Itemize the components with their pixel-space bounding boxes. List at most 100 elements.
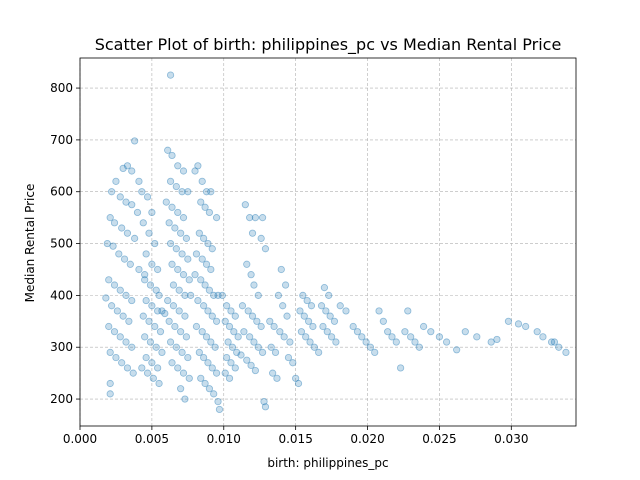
scatter-point [141, 333, 149, 341]
scatter-point [243, 356, 251, 364]
scatter-point [172, 343, 180, 351]
scatter-point [119, 312, 127, 320]
scatter-point [128, 343, 136, 351]
scatter-point [106, 379, 114, 388]
scatter-point [112, 353, 120, 362]
scatter-point [533, 328, 541, 336]
scatter-point [142, 353, 150, 362]
scatter-point [197, 198, 205, 206]
scatter-point [310, 343, 318, 351]
scatter-point [223, 302, 231, 310]
scatter-point [145, 229, 153, 237]
scatter-point [164, 296, 172, 305]
scatter-point [214, 398, 222, 406]
y-tick-label: 800 [50, 81, 73, 95]
scatter-point [269, 369, 277, 377]
scatter-point [420, 322, 428, 331]
scatter-point [143, 193, 152, 201]
scatter-point [550, 338, 559, 346]
scatter-point [178, 250, 186, 258]
scatter-point [109, 242, 117, 250]
scatter-point [205, 208, 213, 217]
scatter-point [129, 369, 137, 377]
scatter-point [171, 322, 179, 331]
grid [79, 58, 576, 426]
scatter-point [205, 385, 213, 393]
x-tick-label: 0.020 [350, 432, 384, 446]
scatter-point [258, 348, 267, 356]
x-tick-label: 0.015 [278, 432, 312, 446]
scatter-point [362, 338, 370, 346]
scatter-point [251, 214, 259, 222]
scatter-point [178, 348, 186, 356]
scatter-point [223, 353, 231, 362]
scatter-point [250, 338, 258, 346]
scatter-point [281, 281, 290, 289]
y-axis-ticks: 200 300 400 500 600 700 800 [50, 81, 80, 406]
scatter-point [246, 214, 254, 222]
scatter-point [148, 208, 156, 217]
y-tick-label: 200 [50, 392, 73, 406]
scatter-point [152, 286, 160, 294]
scatter-point [181, 395, 189, 403]
scatter-point [185, 276, 193, 284]
scatter-point [192, 250, 201, 258]
scatter-point [113, 307, 121, 315]
scatter-point [241, 201, 249, 209]
scatter-point [210, 390, 218, 398]
scatter-point [326, 312, 334, 320]
scatter-point [169, 281, 178, 289]
scatter-point [207, 265, 215, 274]
scatter-point [214, 291, 222, 299]
x-axis-label: birth: philippines_pc [267, 456, 388, 470]
scatter-point [504, 317, 513, 325]
scatter-point [204, 307, 212, 315]
scatter-point [233, 348, 241, 356]
scatter-point [151, 239, 159, 248]
scatter-point [210, 291, 218, 299]
scatter-point [110, 219, 119, 227]
scatter-point [330, 317, 339, 325]
scatter-point [261, 403, 270, 411]
scatter-point [274, 291, 282, 299]
scatter-point [152, 343, 160, 351]
scatter-point [105, 276, 113, 284]
scatter-point [201, 379, 209, 388]
scatter-point [141, 271, 149, 279]
scatter-point [119, 164, 127, 172]
scatter-point [178, 188, 186, 196]
scatter-point [142, 250, 150, 258]
scatter-point [122, 198, 130, 206]
scatter-point [103, 239, 111, 248]
scatter-point [246, 333, 254, 341]
scatter-point [158, 307, 166, 315]
scatter-point [522, 322, 530, 331]
scatter-point [194, 296, 202, 305]
scatter-point [200, 302, 208, 310]
x-tick-label: 0.005 [135, 432, 169, 446]
scatter-point [243, 260, 251, 268]
scatter-point [205, 286, 213, 294]
scatter-point [473, 333, 481, 341]
scatter-point [181, 312, 189, 320]
scatter-point [401, 328, 409, 336]
scatter-point [200, 353, 208, 362]
scatter-point [168, 151, 176, 160]
scatter-point [154, 364, 162, 372]
scatter-point [177, 385, 185, 393]
scatter-point [207, 188, 215, 196]
scatter-point [123, 162, 132, 170]
scatter-point [141, 276, 149, 284]
scatter-point [125, 317, 133, 325]
scatter-point [254, 343, 262, 351]
scatter-point [123, 229, 132, 237]
scatter-point [221, 317, 229, 325]
scatter-point [277, 265, 285, 274]
data-points [102, 71, 570, 414]
scatter-point [177, 328, 185, 336]
scatter-point [309, 322, 317, 331]
scatter-point [253, 317, 261, 325]
scatter-point [247, 361, 255, 369]
scatter-point [179, 214, 188, 222]
